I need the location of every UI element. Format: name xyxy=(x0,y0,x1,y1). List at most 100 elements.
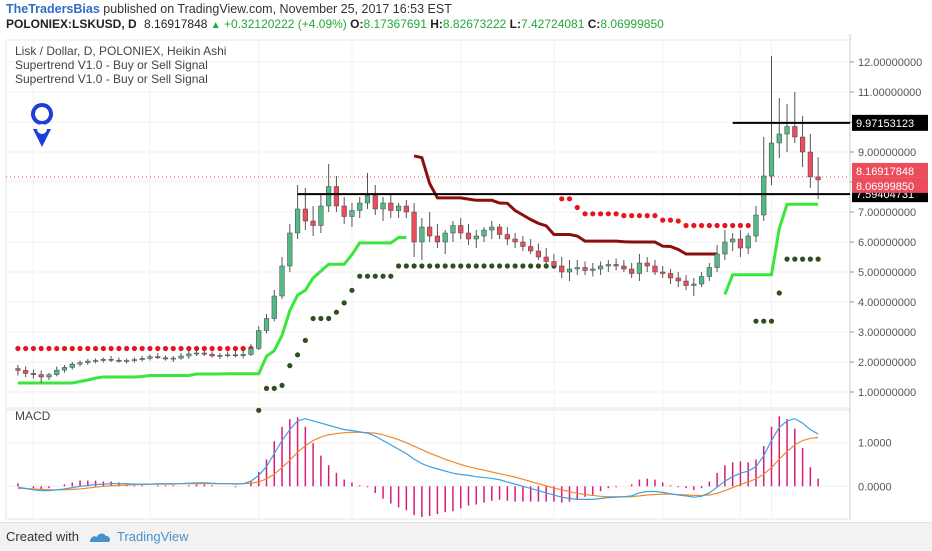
candle-body xyxy=(535,250,542,258)
supertrend-dot xyxy=(186,345,192,352)
supertrend-dot xyxy=(380,273,386,279)
candle-body xyxy=(209,353,215,357)
location-marker-icon xyxy=(31,103,53,147)
supertrend-dot xyxy=(395,263,402,269)
supertrend-dot xyxy=(217,345,223,352)
candle-body xyxy=(357,202,363,211)
candle-body xyxy=(38,374,44,378)
supertrend-dot xyxy=(108,345,114,352)
macd-signal-line xyxy=(17,431,819,498)
supertrend-dot xyxy=(597,211,604,217)
supertrend-dot xyxy=(473,263,479,269)
candle-body xyxy=(543,256,549,262)
price-chart[interactable]: 12.0000000011.0000000010.000000009.00000… xyxy=(0,34,932,522)
supertrend-dot xyxy=(256,407,262,413)
last-price: 8.16917848 xyxy=(144,17,208,31)
candle-body xyxy=(520,241,526,247)
supertrend-dot xyxy=(691,222,697,229)
supertrend-dot xyxy=(310,315,316,322)
supertrend-dot xyxy=(232,345,239,352)
supertrend-dot xyxy=(745,222,751,229)
candle-body xyxy=(427,226,433,237)
candle-body xyxy=(217,355,223,357)
supertrend-dot xyxy=(302,337,308,343)
candle-body xyxy=(706,267,712,277)
candle-body xyxy=(147,356,153,359)
candle-body xyxy=(566,268,573,273)
supertrend-dot xyxy=(403,263,409,269)
supertrend-dot xyxy=(815,256,821,262)
supertrend-dot xyxy=(85,345,91,352)
high-value: 8.82673222 xyxy=(442,17,507,31)
macd-title: MACD xyxy=(15,409,51,423)
candle-body xyxy=(287,232,293,267)
candle-body xyxy=(768,142,775,177)
candle-body xyxy=(271,295,277,319)
supertrend-dot xyxy=(147,345,153,352)
price-axis[interactable]: 12.0000000011.0000000010.000000009.00000… xyxy=(850,57,928,493)
supertrend-dot xyxy=(714,222,720,229)
y-tick-label: 5.00000000 xyxy=(858,267,916,279)
candle-body xyxy=(69,363,75,368)
supertrend-dot xyxy=(667,217,674,223)
candle-body xyxy=(178,355,184,359)
candle-body xyxy=(116,359,122,362)
supertrend-dot xyxy=(357,273,363,279)
tradingview-link[interactable]: TradingView xyxy=(117,529,189,544)
candle-body xyxy=(23,370,29,374)
supertrend-dot xyxy=(349,287,355,293)
candle-body xyxy=(481,229,487,237)
supertrend-dot xyxy=(240,345,246,352)
chart-legend: Lisk / Dollar, D, POLONIEX, Heikin Ashi … xyxy=(15,44,226,86)
candle-body xyxy=(559,265,565,273)
supertrend-dot xyxy=(100,345,106,352)
close-label: C: xyxy=(587,17,601,31)
candle-body xyxy=(761,175,767,216)
candle-body xyxy=(590,268,596,271)
supertrend-dot xyxy=(77,345,83,352)
candle-body xyxy=(613,264,619,267)
candle-body xyxy=(225,354,231,357)
candle-body xyxy=(792,126,798,138)
candle-body xyxy=(108,359,114,361)
candle-body xyxy=(605,264,611,267)
supertrend-dot xyxy=(170,345,176,352)
candle-body xyxy=(139,358,145,360)
publish-line: TheTradersBias published on TradingView.… xyxy=(6,2,452,16)
y-tick-label: 7.00000000 xyxy=(858,207,916,219)
low-value: 7.42724081 xyxy=(520,17,585,31)
candle-body xyxy=(248,348,254,355)
candle-body xyxy=(815,176,821,181)
candle-body xyxy=(326,186,332,207)
author-link[interactable]: TheTradersBias xyxy=(6,2,100,16)
candle-body xyxy=(349,210,355,217)
supertrend-dot xyxy=(46,345,52,352)
supertrend-dot xyxy=(566,196,573,202)
candle-body xyxy=(675,277,681,282)
current-price-tag xyxy=(852,162,928,178)
supertrend-dot xyxy=(574,204,580,211)
supertrend-dot xyxy=(341,300,347,306)
candle-body xyxy=(714,253,720,268)
candle-body xyxy=(434,235,441,243)
supertrend-dot xyxy=(372,273,378,279)
supertrend-dot xyxy=(807,256,813,262)
candle-body xyxy=(691,283,697,286)
legend-symbol: Lisk / Dollar, D, POLONIEX, Heikin Ashi xyxy=(15,44,227,58)
supertrend-dot xyxy=(450,263,456,269)
supertrend-dot xyxy=(178,345,184,352)
supertrend-dot xyxy=(799,256,806,262)
supertrend-dot xyxy=(263,385,270,391)
candle-body xyxy=(807,151,813,178)
candle-body xyxy=(528,246,534,252)
supertrend-dot xyxy=(388,273,394,279)
candle-body xyxy=(621,265,627,270)
y-tick-label: 11.00000000 xyxy=(858,87,921,99)
candle-body xyxy=(458,225,464,234)
symbol-label: POLONIEX:LSKUSD, D xyxy=(6,17,137,31)
candle-body xyxy=(473,235,479,240)
supertrend-dot xyxy=(636,213,643,219)
supertrend-dot xyxy=(38,345,44,352)
candle-body xyxy=(46,374,52,378)
supertrend-dot xyxy=(287,363,293,369)
